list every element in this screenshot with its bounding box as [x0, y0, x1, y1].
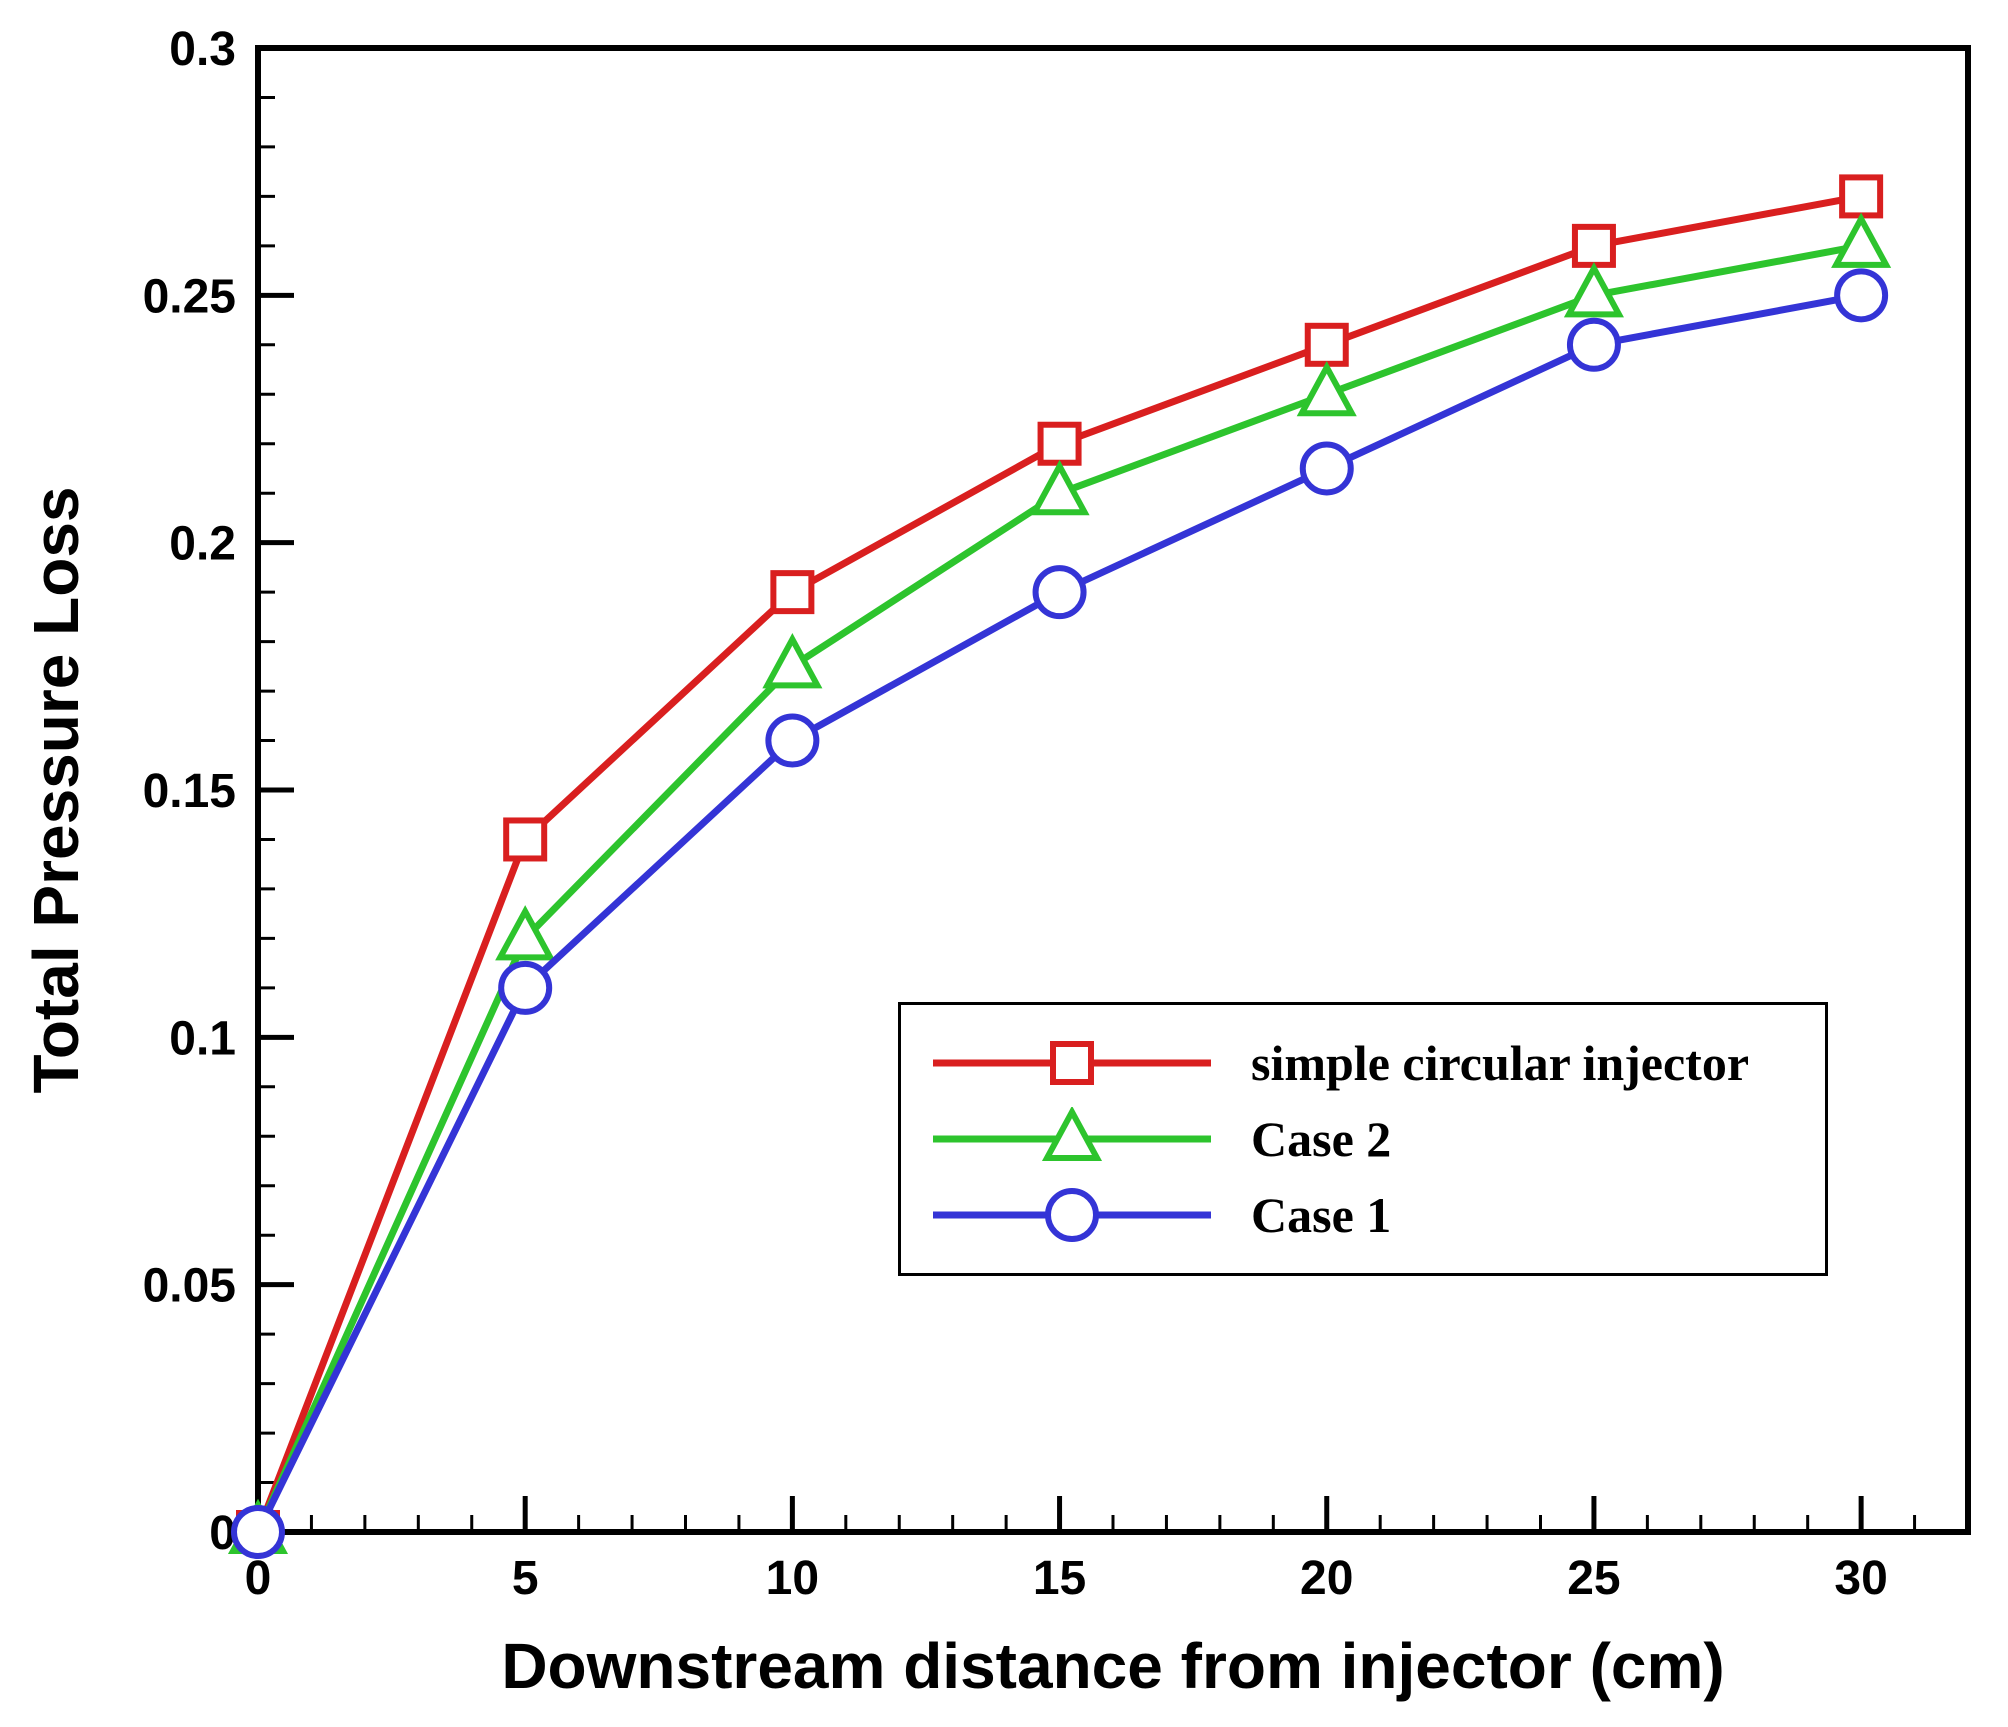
plot-border: [255, 45, 1971, 1535]
x-tick-label: 20: [1300, 1552, 1353, 1605]
triangle-marker: [1029, 459, 1090, 516]
triangle-marker: [1041, 1107, 1103, 1161]
circle-marker: [1834, 268, 1889, 323]
y-tick-label: 0.2: [169, 518, 236, 571]
y-tick-label: 0.15: [143, 765, 236, 818]
circle-marker: [498, 960, 553, 1015]
circle-marker: [1299, 441, 1354, 496]
x-tick-label: 10: [766, 1552, 819, 1605]
x-tick-label: 25: [1567, 1552, 1620, 1605]
circle-marker: [1566, 317, 1621, 372]
y-tick-label: 0.3: [169, 23, 236, 76]
triangle-marker: [1831, 212, 1892, 268]
circle-marker: [765, 713, 820, 768]
legend-swatch-simple-circular-injector: [933, 1041, 1211, 1085]
x-axis-title: Downstream distance from injector (cm): [501, 1630, 1724, 1702]
legend-entry: Case 1: [927, 1183, 1825, 1247]
triangle-marker: [495, 905, 556, 961]
square-marker: [503, 817, 548, 862]
legend-entry: Case 2: [927, 1107, 1825, 1171]
series-case-2: [227, 212, 1892, 1554]
legend-label: Case 1: [1251, 1187, 1392, 1243]
y-axis-title: Total Pressure Loss: [20, 486, 92, 1093]
circle-marker: [1045, 1188, 1099, 1242]
triangle-marker: [1296, 360, 1357, 417]
x-tick-label: 15: [1033, 1552, 1086, 1605]
x-tick-label: 0: [245, 1552, 272, 1605]
circle-marker: [231, 1505, 285, 1559]
square-marker: [1304, 322, 1349, 367]
y-tick-label: 0.25: [143, 270, 236, 323]
legend-label: Case 2: [1251, 1111, 1392, 1167]
y-tick-label: 0.05: [143, 1260, 236, 1313]
circle-marker: [1032, 565, 1087, 620]
legend-swatch-case-1: [933, 1188, 1211, 1242]
square-marker: [1037, 421, 1082, 466]
square-marker: [770, 570, 815, 615]
y-tick-labels: 00.050.10.150.20.250.3: [143, 23, 236, 1560]
triangle-marker: [1563, 262, 1624, 318]
legend-swatch-case-2: [933, 1107, 1211, 1161]
x-tick-labels: 0 5 10 15 20 25 30: [245, 1552, 1888, 1605]
legend: simple circular injector Case 2 Case 1: [898, 1002, 1828, 1276]
series-case-1: [231, 268, 1889, 1559]
legend-label: simple circular injector: [1251, 1035, 1750, 1091]
y-tick-label: 0.1: [169, 1012, 236, 1065]
series-simple-circular-injector: [236, 174, 1884, 1554]
x-tick-label: 5: [512, 1552, 539, 1605]
square-marker: [1050, 1041, 1094, 1085]
legend-entry: simple circular injector: [927, 1031, 1825, 1095]
triangle-marker: [762, 633, 823, 689]
x-tick-label: 30: [1834, 1552, 1887, 1605]
square-marker: [1839, 174, 1884, 219]
square-marker: [1571, 223, 1616, 268]
series-line: [254, 192, 1862, 1534]
